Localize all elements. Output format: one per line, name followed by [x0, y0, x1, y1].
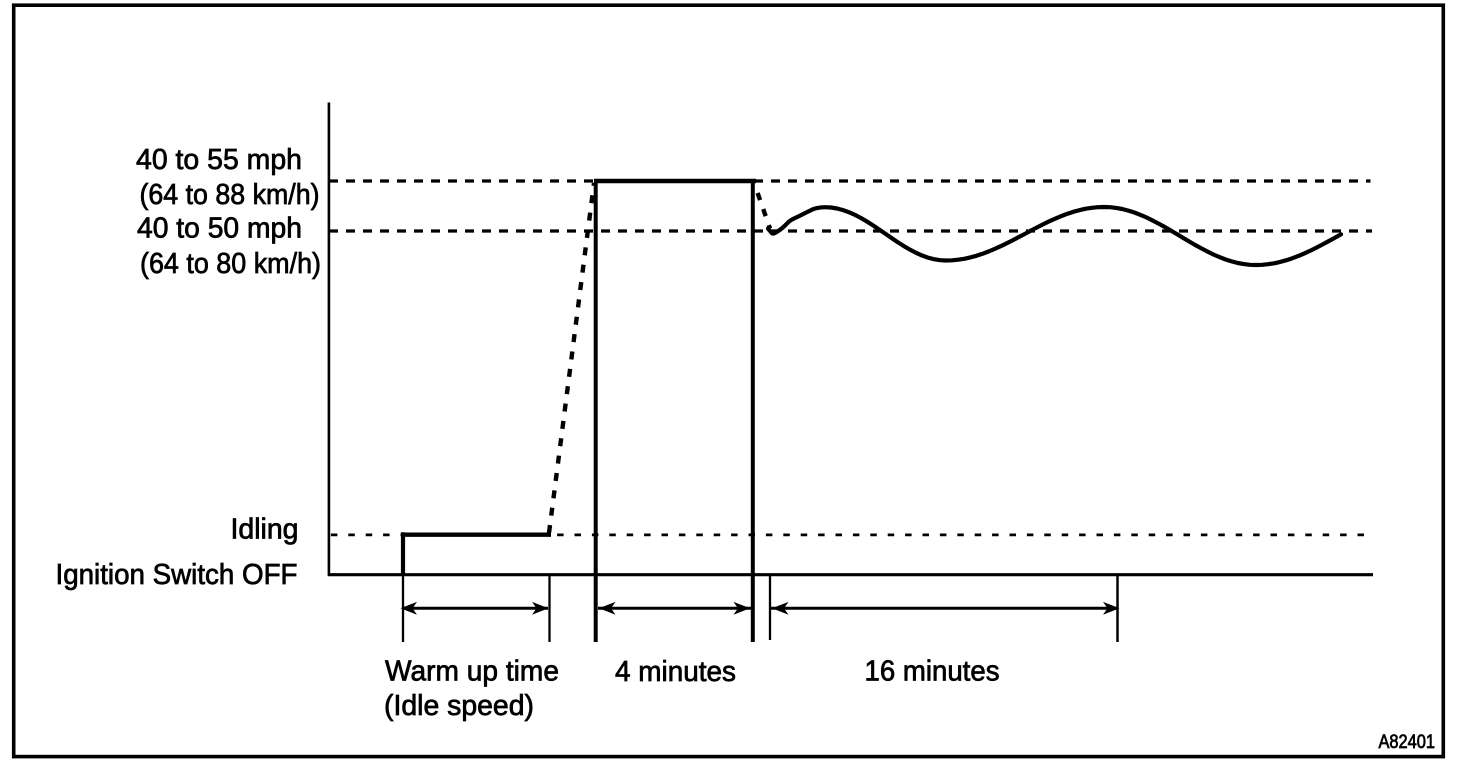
svg-text:4 minutes: 4 minutes	[615, 656, 736, 688]
svg-text:Ignition Switch OFF: Ignition Switch OFF	[56, 559, 298, 591]
svg-text:16 minutes: 16 minutes	[865, 656, 1000, 688]
svg-text:40 to 55 mph: 40 to 55 mph	[136, 144, 302, 176]
svg-text:(64 to 88 km/h): (64 to 88 km/h)	[140, 179, 320, 211]
svg-text:(64 to 80 km/h): (64 to 80 km/h)	[140, 248, 321, 280]
svg-text:Warm up time: Warm up time	[385, 656, 559, 688]
svg-text:(Idle speed): (Idle speed)	[384, 690, 534, 722]
svg-text:40 to 50 mph: 40 to 50 mph	[137, 213, 302, 245]
svg-text:A82401: A82401	[1379, 731, 1436, 753]
svg-text:Idling: Idling	[231, 514, 299, 546]
